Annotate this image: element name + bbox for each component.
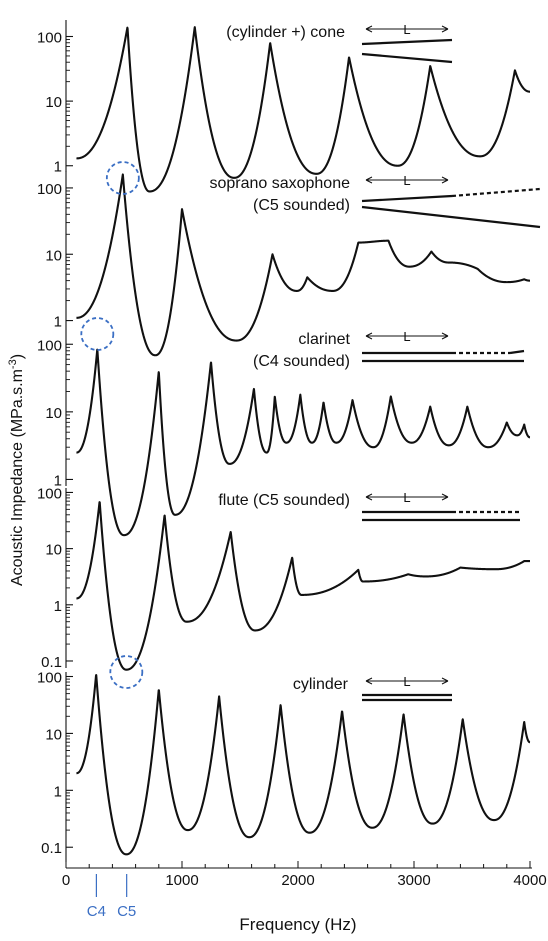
panel-title: soprano saxophone bbox=[209, 175, 350, 192]
y-axis-label-close: ) bbox=[9, 354, 26, 359]
y-tick-label: 10 bbox=[45, 405, 62, 422]
panel-subtitle: (C4 sounded) bbox=[253, 353, 350, 370]
bore-diagram: L bbox=[362, 329, 525, 363]
y-axis-label: Acoustic Impedance (MPa.s.m-3) bbox=[7, 354, 26, 586]
y-tick-label: 1 bbox=[54, 783, 62, 800]
y-tick-label: 100 bbox=[37, 337, 62, 354]
panel-2: 1 10 100 soprano saxophone (C5 sounded) L bbox=[37, 161, 541, 357]
impedance-curve bbox=[75, 501, 531, 671]
panels: 1 10 100 (cylinder +) cone L 1 10 100 soprano sa… bbox=[37, 20, 541, 862]
length-symbol: L bbox=[403, 674, 410, 689]
arrow-heads bbox=[365, 332, 449, 340]
y-tick-label: 1 bbox=[54, 314, 62, 331]
y-tick-label: 10 bbox=[45, 94, 62, 111]
arrow-heads bbox=[365, 25, 449, 33]
note-label: C4 bbox=[87, 903, 106, 920]
arrow-heads bbox=[365, 493, 449, 501]
x-tick-label: 1000 bbox=[165, 872, 198, 889]
impedance-curve bbox=[75, 173, 531, 357]
highlight-circle bbox=[80, 317, 115, 351]
x-tick-label: 4000 bbox=[513, 872, 546, 889]
x-tick-label: 0 bbox=[62, 872, 70, 889]
bore-diagram: L bbox=[361, 173, 541, 229]
arrow-heads bbox=[365, 176, 449, 184]
impedance-curve bbox=[75, 674, 531, 856]
panel-title: flute (C5 sounded) bbox=[218, 492, 350, 509]
length-symbol: L bbox=[403, 490, 410, 505]
panel-title: (cylinder +) cone bbox=[226, 24, 345, 41]
panel-1: 1 10 100 (cylinder +) cone L bbox=[37, 20, 531, 193]
y-tick-label: 0.1 bbox=[41, 840, 62, 857]
y-tick-label: 10 bbox=[45, 247, 62, 264]
panel-title: clarinet bbox=[298, 331, 350, 348]
y-axis-label-main: Acoustic Impedance (MPa.s.m bbox=[9, 369, 26, 586]
y-tick-label: 100 bbox=[37, 181, 62, 198]
panel-5: 0.1 1 10 100 cylinder L bbox=[37, 670, 531, 862]
bore-diagram: L bbox=[361, 22, 453, 64]
highlight-circle bbox=[105, 161, 140, 195]
arrow-heads bbox=[365, 677, 449, 685]
x-tick-label: 2000 bbox=[281, 872, 314, 889]
panel-subtitle: (C5 sounded) bbox=[253, 197, 350, 214]
y-tick-label: 1 bbox=[54, 159, 62, 176]
y-axis-label-exponent: -3 bbox=[7, 359, 19, 369]
bore-diagram: L bbox=[362, 674, 452, 702]
length-symbol: L bbox=[403, 22, 410, 37]
length-symbol: L bbox=[403, 329, 410, 344]
y-tick-label: 1 bbox=[54, 472, 62, 489]
y-tick-label: 10 bbox=[45, 726, 62, 743]
panel-3: 1 10 100 clarinet (C4 sounded) L bbox=[37, 317, 531, 537]
panel-title: cylinder bbox=[293, 676, 349, 693]
highlight-circle bbox=[109, 655, 144, 689]
impedance-curve bbox=[75, 26, 531, 193]
x-axis-label: Frequency (Hz) bbox=[239, 915, 356, 934]
x-tick-label: 3000 bbox=[397, 872, 430, 889]
length-symbol: L bbox=[403, 173, 410, 188]
y-tick-label: 10 bbox=[45, 542, 62, 559]
panel-4: 0.1 1 10 100 flute (C5 sounded) L bbox=[37, 485, 531, 689]
y-tick-label: 100 bbox=[37, 670, 62, 687]
note-label: C5 bbox=[117, 903, 136, 920]
y-tick-label: 100 bbox=[37, 29, 62, 46]
x-axis: 0 1000 2000 3000 4000 C4 C5 bbox=[62, 861, 547, 920]
bore-diagram: L bbox=[362, 490, 520, 522]
impedance-curve bbox=[75, 348, 531, 537]
y-tick-label: 1 bbox=[54, 598, 62, 615]
y-tick-label: 0.1 bbox=[41, 654, 62, 671]
y-tick-label: 100 bbox=[37, 485, 62, 502]
